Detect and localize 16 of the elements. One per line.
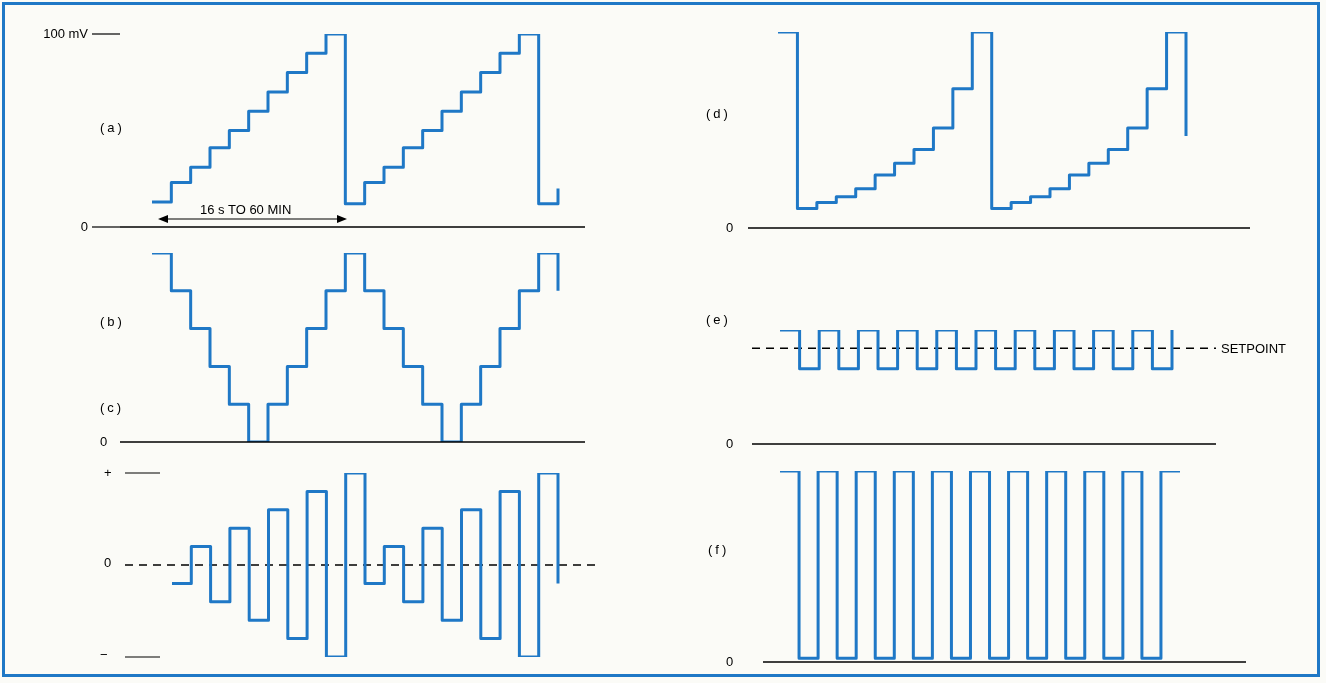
text: 0 [726, 654, 734, 669]
text: 0 [100, 434, 108, 449]
chart-title: (e) [706, 312, 731, 327]
y-tick-label: 100 mV [43, 26, 89, 41]
ref-line-label: SETPOINT [1221, 340, 1287, 356]
text: (d) [706, 106, 731, 121]
text: (a) [100, 120, 125, 135]
chart-title: (c) [100, 400, 125, 415]
annotation: 16 s TO 60 MIN [200, 202, 292, 217]
text: 0 [104, 555, 112, 570]
text: 0 [726, 220, 734, 235]
text: (f) [708, 542, 730, 557]
text: (b) [100, 314, 125, 329]
text: + [104, 465, 112, 480]
text: − [100, 647, 108, 662]
text: 0 [726, 436, 734, 451]
